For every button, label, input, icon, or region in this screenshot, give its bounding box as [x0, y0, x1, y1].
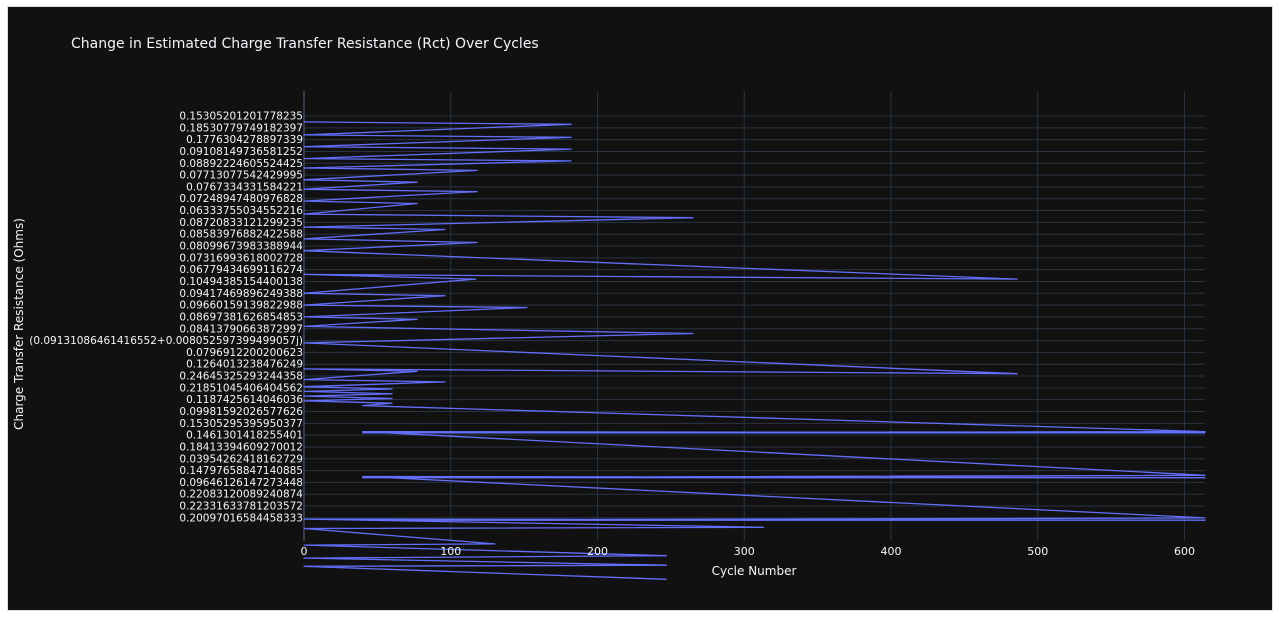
y-tick-label: 0.0767334331584221 — [186, 181, 303, 193]
series-line — [303, 121, 1206, 580]
y-tick-labels: 0.153052012017782350.185307797491823970.… — [29, 111, 303, 525]
x-tick-label: 400 — [880, 545, 901, 558]
chart-figure: Change in Estimated Charge Transfer Resi… — [8, 7, 1272, 610]
y-tick-label: 0.18530779749182397 — [179, 122, 303, 134]
y-tick-label: 0.0796912200200623 — [186, 347, 303, 359]
chart-title: Change in Estimated Charge Transfer Resi… — [71, 36, 539, 52]
y-tick-label: 0.08099673983388944 — [179, 241, 303, 253]
x-axis-title: Cycle Number — [711, 564, 797, 578]
y-tick-label: 0.09108149736581252 — [179, 146, 303, 158]
y-tick-label: 0.03954262418162729 — [179, 453, 303, 465]
y-tick-label: 0.1776304278897339 — [186, 134, 303, 146]
y-tick-label: 0.24645325293244358 — [179, 371, 303, 383]
y-tick-label: 0.14797658847140885 — [179, 465, 303, 477]
y-tick-label: 0.09417469896249388 — [179, 288, 303, 300]
y-tick-label: 0.09981592026577626 — [179, 406, 303, 418]
x-tick-label: 500 — [1027, 545, 1048, 558]
y-tick-label: 0.22083120089240874 — [179, 489, 303, 501]
y-tick-label: 0.21851045406404562 — [179, 382, 303, 394]
x-tick-labels: 0 100 200 300 400 500 600 — [301, 545, 1195, 558]
y-tick-label: 0.08583976882422588 — [179, 229, 303, 241]
y-tick-label: 0.07713077542429995 — [179, 170, 303, 182]
y-tick-label: 0.18413394609270012 — [179, 441, 303, 453]
y-tick-label: 0.09646126147273448 — [179, 477, 303, 489]
y-tick-label: 0.08720833121299235 — [179, 217, 303, 229]
y-tick-label: 0.06779434699116274 — [179, 264, 303, 276]
y-tick-label: 0.07248947480976828 — [179, 193, 303, 205]
y-tick-label: 0.1264013238476249 — [186, 359, 303, 371]
y-tick-label: 0.15305201201778235 — [179, 111, 303, 123]
y-tick-label: 0.22331633781203572 — [179, 501, 303, 513]
y-tick-label: 0.1461301418255401 — [186, 430, 303, 442]
y-tick-label: 0.06333755034552216 — [179, 205, 303, 217]
y-tick-label: 0.08413790663872997 — [179, 323, 303, 335]
series-layer — [303, 121, 1206, 580]
x-tick-label: 200 — [587, 545, 608, 558]
y-tick-label: 0.10494385154400138 — [179, 276, 303, 288]
y-tick-label: 0.09660159139822988 — [179, 300, 303, 312]
x-tick-label: 0 — [301, 545, 308, 558]
x-tick-label: 300 — [734, 545, 755, 558]
y-tick-label: (0.09131086461416552+0.00805259739949905… — [29, 335, 303, 347]
y-tick-label: 0.15305295395950377 — [179, 418, 303, 430]
x-tick-label: 600 — [1174, 545, 1195, 558]
y-tick-label: 0.20097016584458333 — [179, 512, 303, 524]
x-tick-label: 100 — [440, 545, 461, 558]
y-tick-label: 0.1187425614046036 — [186, 394, 303, 406]
grid-lines — [303, 91, 1205, 541]
y-tick-label: 0.08892224605524425 — [179, 158, 303, 170]
y-tick-label: 0.08697381626854853 — [179, 311, 303, 323]
y-tick-label: 0.07316993618002728 — [179, 252, 303, 264]
